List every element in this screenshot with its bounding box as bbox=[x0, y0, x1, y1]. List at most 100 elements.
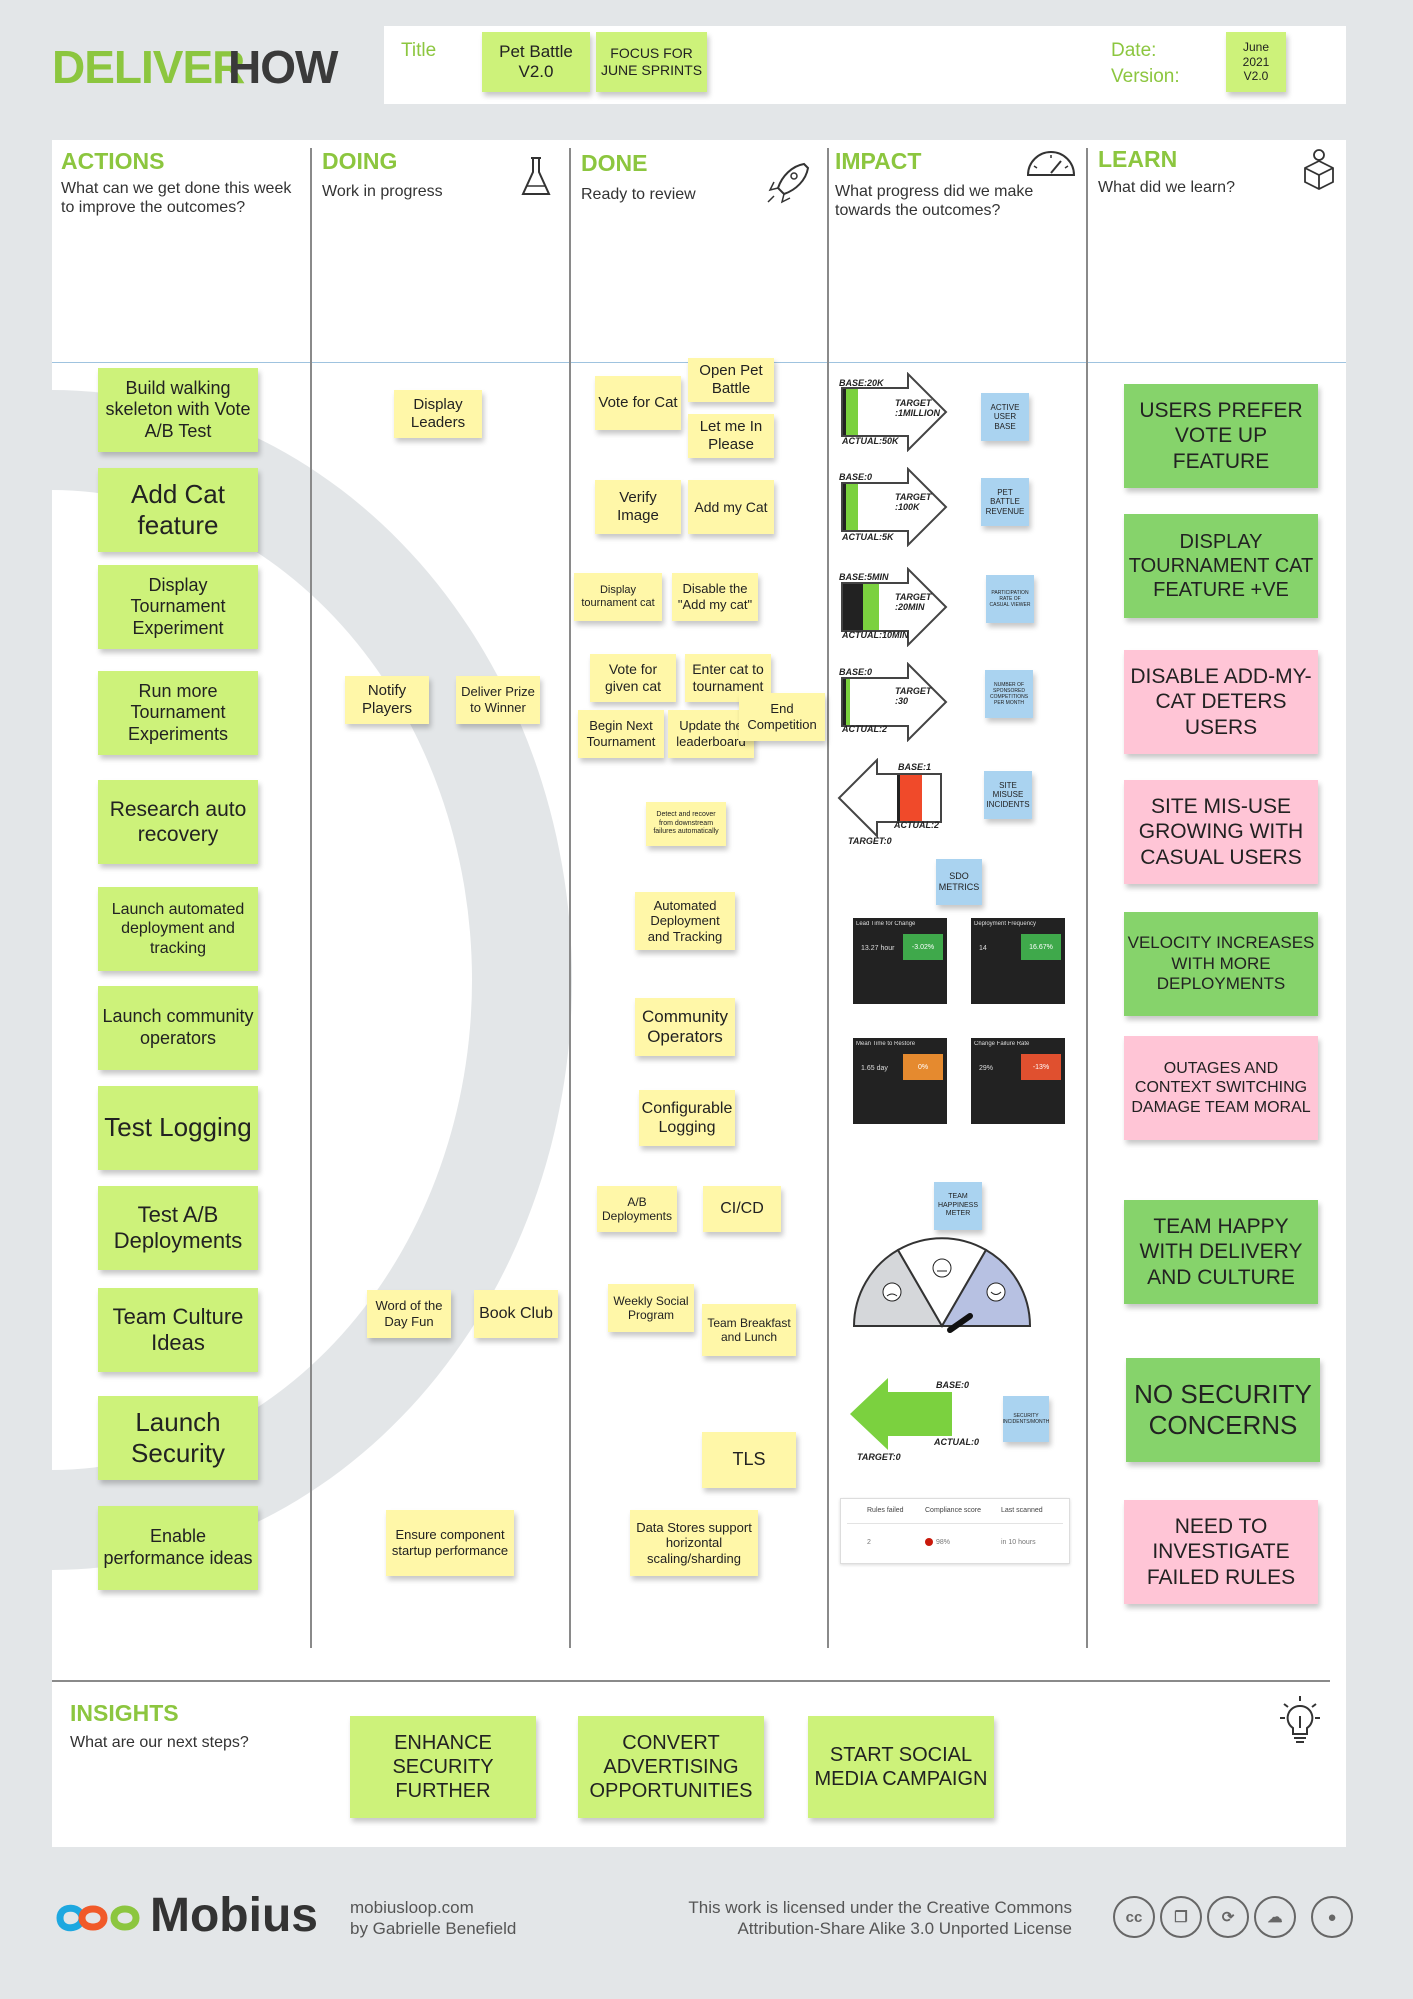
compliance-header-scanned: Last scanned bbox=[1001, 1507, 1043, 1514]
insight-note[interactable]: START SOCIAL MEDIA CAMPAIGN bbox=[808, 1716, 994, 1818]
doing-note[interactable]: Deliver Prize to Winner bbox=[456, 676, 540, 724]
footer-license-line1: This work is licensed under the Creative… bbox=[688, 1898, 1072, 1917]
doing-note[interactable]: Notify Players bbox=[345, 676, 429, 724]
insights-title: INSIGHTS bbox=[70, 1700, 179, 1726]
done-note[interactable]: Configurable Logging bbox=[639, 1090, 735, 1146]
learn-note[interactable]: USERS PREFER VOTE UP FEATURE bbox=[1124, 384, 1318, 488]
action-note[interactable]: Add Cat feature bbox=[98, 468, 258, 552]
done-note[interactable]: Team Breakfast and Lunch bbox=[702, 1304, 796, 1356]
done-note[interactable]: Open Pet Battle bbox=[688, 358, 774, 402]
dashboard-delta: 0% bbox=[903, 1054, 943, 1080]
done-note[interactable]: Enter cat to tournament bbox=[685, 654, 771, 702]
metric-base: BASE:0 bbox=[839, 667, 873, 677]
attribution-icon: ● bbox=[1311, 1896, 1353, 1938]
done-note[interactable]: End Competition bbox=[739, 693, 825, 741]
box-icon bbox=[1304, 149, 1334, 190]
action-note[interactable]: Launch automated deployment and tracking bbox=[98, 887, 258, 971]
security-base: BASE:0 bbox=[936, 1380, 970, 1390]
metric-actual: ACTUAL:2 bbox=[842, 724, 887, 734]
metric-actual: ACTUAL:2 bbox=[894, 820, 939, 830]
done-note[interactable]: Vote for given cat bbox=[590, 654, 676, 702]
metric-label-note[interactable]: ACTIVE USER BASE bbox=[981, 393, 1029, 441]
metric-label-note[interactable]: SITE MISUSE INCIDENTS bbox=[984, 771, 1032, 819]
dashboard-panel: Deployment Frequency 14 16.67% bbox=[971, 918, 1065, 1004]
version-label: Version: bbox=[1111, 66, 1180, 87]
compliance-value-scanned: in 10 hours bbox=[1001, 1539, 1036, 1546]
learn-note[interactable]: OUTAGES AND CONTEXT SWITCHING DAMAGE TEA… bbox=[1124, 1036, 1318, 1140]
metric-arrow-left-icon bbox=[837, 758, 942, 838]
security-arrow-left-icon bbox=[850, 1378, 952, 1450]
learn-note[interactable]: SITE MIS-USE GROWING WITH CASUAL USERS bbox=[1124, 780, 1318, 884]
done-note[interactable]: Automated Deployment and Tracking bbox=[635, 892, 735, 950]
happiness-meter-note[interactable]: TEAM HAPPINESS METER bbox=[934, 1182, 982, 1230]
metric-arrow-icon bbox=[841, 467, 948, 547]
dashboard-title: Lead Time for Change bbox=[856, 921, 916, 927]
action-note[interactable]: Team Culture Ideas bbox=[98, 1288, 258, 1372]
sdo-metrics-note[interactable]: SDO METRICS bbox=[936, 859, 982, 905]
done-note[interactable]: Community Operators bbox=[635, 998, 735, 1056]
learn-subtitle: What did we learn? bbox=[1098, 179, 1235, 196]
action-note[interactable]: Research auto recovery bbox=[98, 780, 258, 864]
done-note[interactable]: Vote for Cat bbox=[595, 376, 681, 430]
done-note[interactable]: Verify Image bbox=[595, 480, 681, 534]
insights-subtitle: What are our next steps? bbox=[70, 1734, 249, 1751]
metric-label-note[interactable]: PARTICIPATION RATE OF CASUAL VIEWER bbox=[986, 575, 1034, 623]
title-label: Title bbox=[401, 40, 437, 61]
done-note[interactable]: CI/CD bbox=[703, 1186, 781, 1232]
date-version-note[interactable]: June 2021 V2.0 bbox=[1226, 32, 1286, 92]
learn-note[interactable]: VELOCITY INCREASES WITH MORE DEPLOYMENTS bbox=[1124, 912, 1318, 1016]
learn-note[interactable]: TEAM HAPPY WITH DELIVERY AND CULTURE bbox=[1124, 1200, 1318, 1304]
dashboard-value: 14 bbox=[979, 945, 987, 952]
done-note[interactable]: Display tournament cat bbox=[574, 573, 662, 621]
done-note[interactable]: Begin Next Tournament bbox=[578, 710, 664, 758]
column-divider bbox=[569, 148, 571, 1648]
board-title-deliver: DELIVER bbox=[52, 41, 245, 93]
done-title: DONE bbox=[581, 150, 648, 176]
done-note[interactable]: Data Stores support horizontal scaling/s… bbox=[630, 1510, 758, 1576]
action-note[interactable]: Launch community operators bbox=[98, 986, 258, 1070]
doing-note[interactable]: Ensure component startup performance bbox=[386, 1510, 514, 1576]
column-divider bbox=[827, 148, 829, 1648]
learn-note[interactable]: NEED TO INVESTIGATE FAILED RULES bbox=[1124, 1500, 1318, 1604]
metric-base: BASE:0 bbox=[839, 472, 873, 482]
learn-note[interactable]: DISPLAY TOURNAMENT CAT FEATURE +VE bbox=[1124, 514, 1318, 618]
security-label-note[interactable]: SECURITY INCIDENTS/MONTH bbox=[1003, 1396, 1049, 1442]
board-title-how: HOW bbox=[228, 41, 338, 93]
focus-note[interactable]: FOCUS FOR JUNE SPRINTS bbox=[596, 32, 707, 92]
compliance-value-rules: 2 bbox=[867, 1539, 871, 1546]
dashboard-title: Change Failure Rate bbox=[974, 1041, 1030, 1047]
learn-note[interactable]: NO SECURITY CONCERNS bbox=[1126, 1358, 1320, 1462]
done-note[interactable]: Weekly Social Program bbox=[608, 1284, 694, 1332]
metric-actual: ACTUAL:5K bbox=[842, 532, 894, 542]
title-note[interactable]: Pet Battle V2.0 bbox=[482, 32, 590, 92]
doing-note[interactable]: Book Club bbox=[474, 1290, 558, 1338]
metric-label-note[interactable]: PET BATTLE REVENUE bbox=[981, 478, 1029, 526]
metric-label-note[interactable]: NUMBER OF SPONSORED COMPETITIONS PER MON… bbox=[985, 670, 1033, 718]
impact-title: IMPACT bbox=[835, 148, 922, 174]
action-note[interactable]: Test A/B Deployments bbox=[98, 1186, 258, 1270]
done-subtitle: Ready to review bbox=[581, 186, 696, 203]
action-note[interactable]: Enable performance ideas bbox=[98, 1506, 258, 1590]
action-note[interactable]: Test Logging bbox=[98, 1086, 258, 1170]
share-alike-icon: ⟳ bbox=[1207, 1896, 1249, 1938]
done-note[interactable]: TLS bbox=[702, 1432, 796, 1488]
mobius-logo-icon bbox=[56, 1904, 140, 1932]
insights-divider bbox=[52, 1680, 1330, 1682]
done-note[interactable]: Add my Cat bbox=[688, 480, 774, 534]
done-note[interactable]: Detect and recover from downstream failu… bbox=[646, 802, 726, 846]
doing-note[interactable]: Word of the Day Fun bbox=[367, 1290, 451, 1338]
action-note[interactable]: Build walking skeleton with Vote A/B Tes… bbox=[98, 368, 258, 452]
metric-actual: ACTUAL:10MIN bbox=[842, 630, 909, 640]
learn-note[interactable]: DISABLE ADD-MY-CAT DETERS USERS bbox=[1124, 650, 1318, 754]
insight-note[interactable]: CONVERT ADVERTISING OPPORTUNITIES bbox=[578, 1716, 764, 1818]
done-note[interactable]: A/B Deployments bbox=[597, 1186, 677, 1232]
action-note[interactable]: Run more Tournament Experiments bbox=[98, 671, 258, 755]
done-note[interactable]: Disable the "Add my cat" bbox=[672, 573, 758, 621]
done-note[interactable]: Let me In Please bbox=[688, 414, 774, 458]
action-note[interactable]: Launch Security bbox=[98, 1396, 258, 1480]
insight-note[interactable]: ENHANCE SECURITY FURTHER bbox=[350, 1716, 536, 1818]
dashboard-delta: -3.02% bbox=[903, 934, 943, 960]
footer-site[interactable]: mobiusloop.com bbox=[350, 1898, 474, 1917]
doing-note[interactable]: Display Leaders bbox=[394, 390, 482, 438]
action-note[interactable]: Display Tournament Experiment bbox=[98, 565, 258, 649]
